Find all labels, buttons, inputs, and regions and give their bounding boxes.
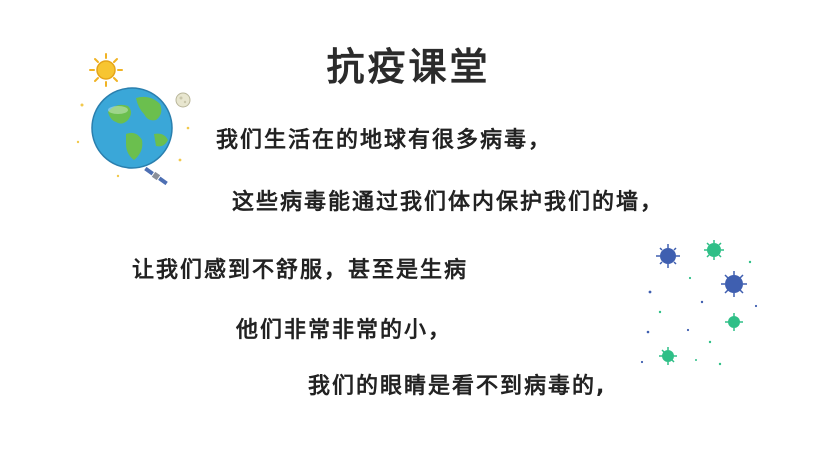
virus-icon [656,240,747,365]
text-line-1: 我们生活在的地球有很多病毒， [216,128,553,153]
virus-illustration [640,240,758,366]
text-line-5: 我们的眼睛是看不到病毒的, [308,374,607,399]
sun-icon [89,53,123,87]
text-line-4: 他们非常非常的小， [236,318,453,343]
earth-icon [91,87,173,169]
earth-illustration [76,53,191,186]
text-line-2: 这些病毒能通过我们体内保护我们的墙， [232,190,665,215]
moon-icon [175,92,191,108]
slide-title: 抗疫课堂 [326,45,491,89]
virus-particles [640,260,758,366]
text-line-3: 让我们感到不舒服，甚至是生病 [132,258,469,283]
stars-decoration [76,103,190,178]
satellite-icon [144,166,168,186]
